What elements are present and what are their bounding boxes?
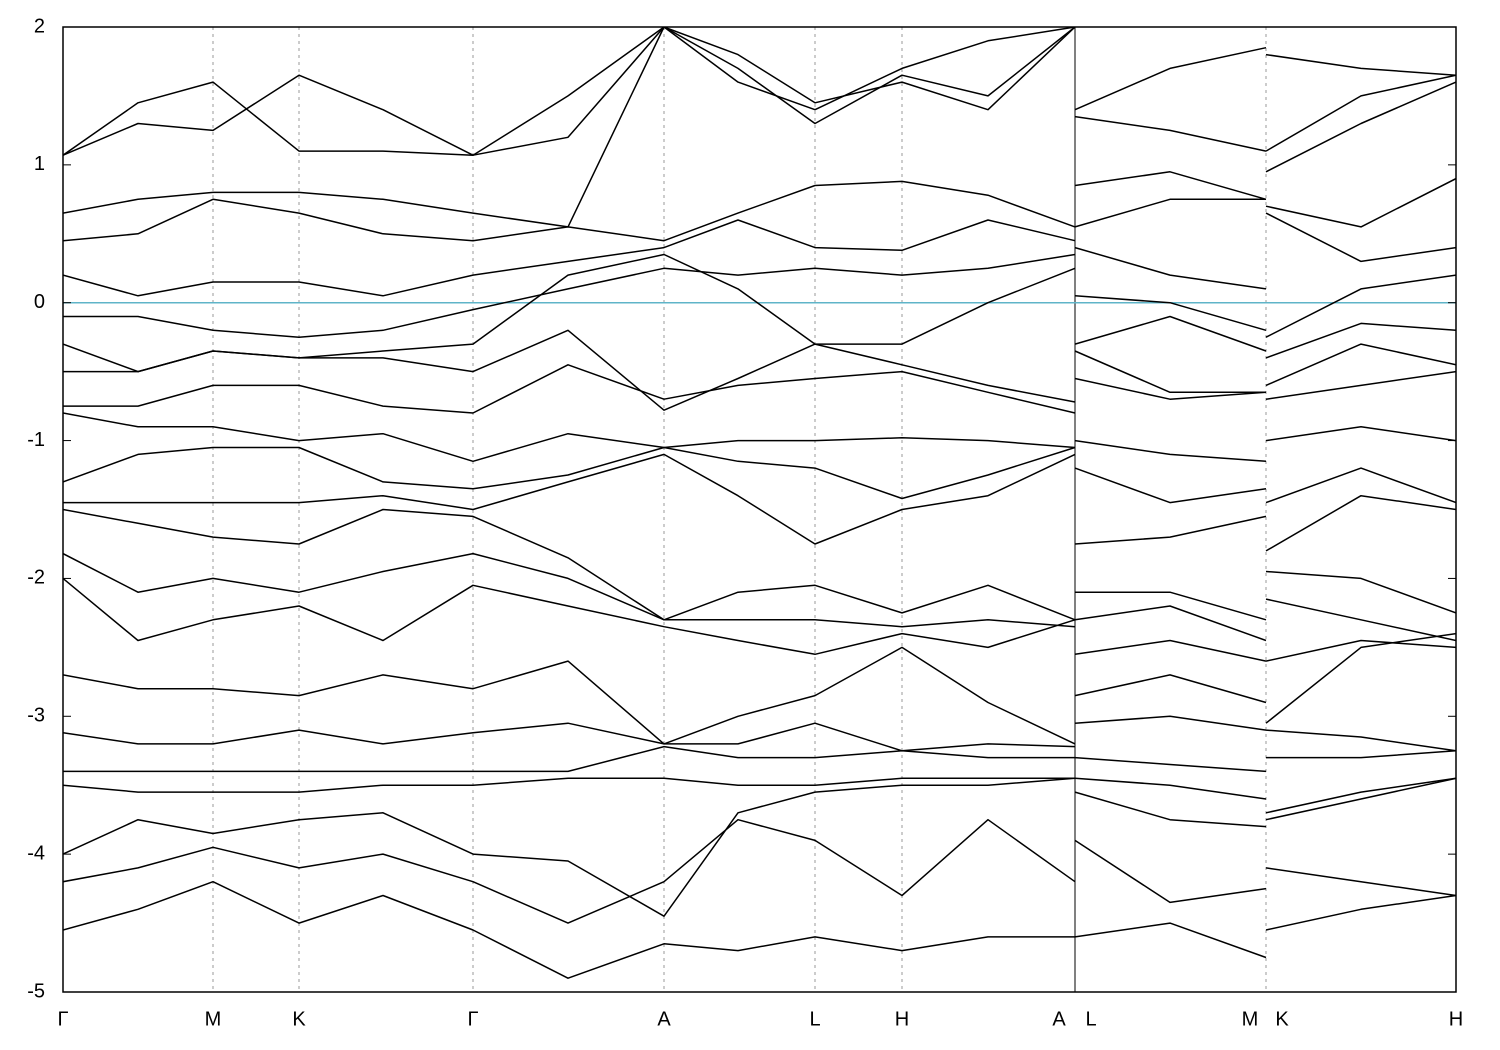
band-line xyxy=(63,777,1456,814)
y-tick-label: 0 xyxy=(34,291,45,313)
band-line xyxy=(63,27,1456,228)
band-line xyxy=(63,253,1456,373)
x-tick-label: M xyxy=(1242,1008,1259,1030)
band-line xyxy=(63,253,1456,338)
x-tick-label: L xyxy=(1085,1008,1096,1030)
band-line xyxy=(63,715,1456,752)
x-tick-label: A xyxy=(657,1008,671,1030)
x-tick-label: Γ xyxy=(467,1008,478,1030)
y-tick-label: -4 xyxy=(27,842,45,864)
plot-frame xyxy=(62,26,1457,993)
y-tick-label: -3 xyxy=(27,705,45,727)
band-line xyxy=(63,777,1456,917)
y-tick-label: -1 xyxy=(27,429,45,451)
x-tick-label: H xyxy=(895,1008,909,1030)
grid-layer xyxy=(63,27,1456,992)
band-line xyxy=(63,27,1456,156)
band-line xyxy=(63,880,1456,979)
x-tick-label: K xyxy=(1275,1008,1289,1030)
band-line xyxy=(63,453,1456,552)
x-tick-label: Γ xyxy=(57,1008,68,1030)
band-line xyxy=(63,577,1456,662)
band-line xyxy=(63,818,1456,924)
band-line xyxy=(63,508,1456,621)
y-tick-label: 1 xyxy=(34,153,45,175)
x-tick-label: M xyxy=(205,1008,222,1030)
x-tick-label: A xyxy=(1052,1008,1066,1030)
y-tick-label: -5 xyxy=(27,980,45,1002)
x-tick-label: H xyxy=(1449,1008,1463,1030)
bands-layer xyxy=(63,27,1456,979)
x-tick-label: L xyxy=(809,1008,820,1030)
band-line xyxy=(63,632,1456,745)
band-line xyxy=(63,212,1456,297)
band-line xyxy=(63,446,1456,504)
y-tick-label: 2 xyxy=(34,15,45,37)
band-line xyxy=(63,364,1456,414)
x-tick-label: K xyxy=(292,1008,306,1030)
band-line xyxy=(63,552,1456,642)
band-line xyxy=(63,27,1456,156)
band-line xyxy=(63,412,1456,463)
y-tick-label: -2 xyxy=(27,567,45,589)
